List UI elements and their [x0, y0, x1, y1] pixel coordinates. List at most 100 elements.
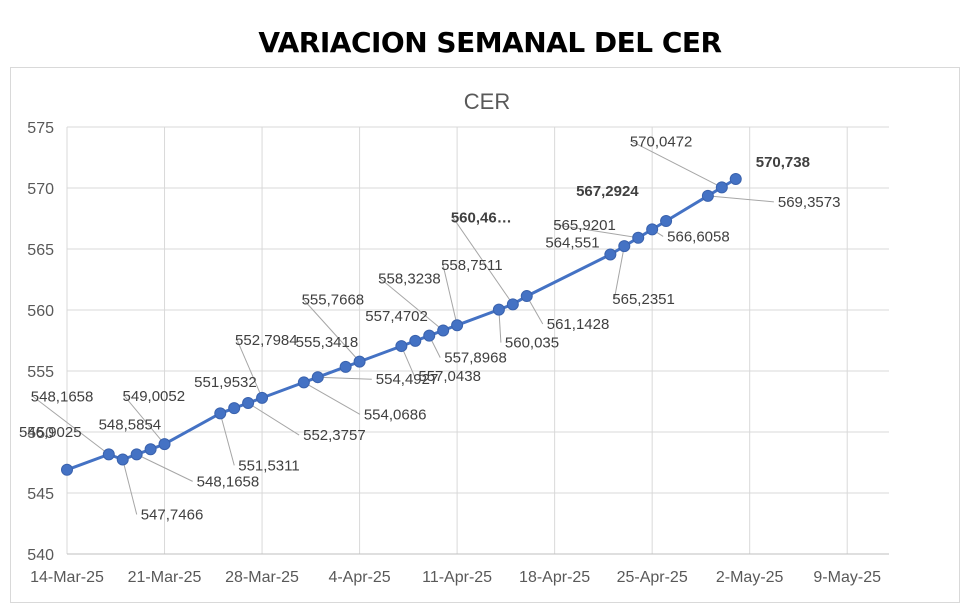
leader-line [303, 299, 360, 362]
data-label: 558,3238 [378, 270, 441, 287]
data-label: 569,3573 [778, 194, 841, 211]
data-label: 565,2351 [612, 291, 675, 308]
data-point [228, 402, 241, 415]
leader-line [631, 140, 723, 188]
leader-line [707, 195, 774, 203]
leader-line [122, 459, 138, 515]
data-label: 547,7466 [141, 506, 204, 523]
data-label: 566,6058 [667, 228, 730, 245]
x-tick-label: 2-May-25 [716, 569, 784, 586]
leader-line [303, 381, 361, 415]
data-point [520, 290, 533, 303]
series-cer [61, 172, 742, 476]
data-label: 552,7984 [235, 332, 298, 349]
data-label: 548,1658 [31, 388, 94, 405]
data-point [395, 340, 408, 353]
x-tick-label: 9-May-25 [813, 569, 881, 586]
data-label: 557,0438 [418, 368, 481, 385]
data-label: 570,0472 [630, 133, 693, 150]
data-label: 554,4927 [376, 371, 439, 388]
data-label: 557,4702 [365, 308, 428, 325]
data-point [423, 329, 436, 342]
data-point [311, 371, 324, 384]
y-tick-label: 545 [27, 486, 54, 503]
data-label: 546,9025 [19, 424, 82, 441]
data-point [604, 248, 617, 261]
chart-title: CER [464, 89, 510, 114]
line-chart: CER 540 545 550 555 560 565 570 575 14-Mar-25 21-… [19, 89, 889, 586]
y-tick-label: 540 [27, 547, 54, 564]
grid-lines [66, 126, 889, 555]
y-tick-label: 565 [27, 242, 54, 259]
leader-line [247, 402, 300, 436]
data-point [214, 407, 227, 420]
data-point [646, 223, 659, 236]
leader-line [317, 376, 372, 380]
data-label: 560,46… [451, 209, 512, 226]
data-label: 564,551 [545, 234, 599, 251]
data-point [409, 334, 422, 347]
data-point [158, 438, 171, 451]
data-label: 555,7668 [302, 292, 365, 309]
data-point [130, 448, 143, 461]
data-label: 555,3418 [296, 334, 359, 351]
leader-line [32, 395, 110, 455]
y-tick-label: 570 [27, 181, 54, 198]
data-point [729, 172, 742, 185]
data-point [116, 453, 129, 466]
axes: 540 545 550 555 560 565 570 575 14-Mar-25 21-Mar-… [27, 120, 889, 586]
x-tick-label: 21-Mar-25 [128, 569, 202, 586]
x-tick-label: 18-Apr-25 [519, 569, 590, 586]
data-point [632, 231, 645, 244]
chart-frame: CER 540 545 550 555 560 565 570 575 14-Mar-25 21-… [10, 67, 960, 603]
leader-line [452, 217, 514, 305]
data-label: 565,9201 [553, 217, 616, 234]
page-title: VARIACION SEMANAL DEL CER [258, 26, 722, 59]
leader-line [124, 395, 165, 445]
leader-line [236, 339, 263, 399]
data-label: 560,035 [505, 335, 559, 352]
leader-line [219, 413, 235, 466]
data-labels: 546,9025 548,1658 547,7466 548,1658 548,5854… [19, 133, 840, 523]
data-label: 570,738 [756, 154, 810, 171]
data-point [506, 298, 519, 311]
data-point [437, 324, 450, 337]
leader-line [379, 278, 444, 331]
data-point [242, 397, 255, 410]
data-point [701, 189, 714, 202]
data-point [102, 448, 115, 461]
data-label: 567,2924 [576, 183, 639, 200]
leader-line [555, 224, 639, 239]
data-label: 549,0052 [123, 388, 186, 405]
data-point [451, 319, 464, 332]
y-tick-label: 575 [27, 120, 54, 137]
x-tick-label: 11-Apr-25 [422, 569, 492, 586]
x-tick-label: 28-Mar-25 [225, 569, 299, 586]
data-label: 548,5854 [99, 416, 162, 433]
data-point [61, 463, 73, 476]
x-tick-label: 25-Apr-25 [617, 569, 688, 586]
data-label: 558,7511 [441, 257, 502, 274]
y-tick-label: 555 [27, 364, 54, 381]
x-tick-label: 4-Apr-25 [328, 569, 390, 586]
data-point [715, 181, 728, 194]
data-label: 552,3757 [303, 427, 366, 444]
y-tick-label: 560 [27, 303, 54, 320]
x-tick-label: 14-Mar-25 [30, 569, 104, 586]
data-label: 551,5311 [238, 457, 299, 474]
data-point [660, 215, 673, 228]
leader-line [613, 246, 625, 300]
data-point [297, 376, 310, 389]
leader-line [442, 265, 458, 326]
data-point [492, 303, 505, 316]
data-label: 557,8968 [444, 350, 507, 367]
data-label: 561,1428 [547, 316, 610, 333]
data-label: 554,0686 [364, 406, 427, 423]
data-point [353, 355, 366, 368]
data-label: 551,9532 [194, 374, 257, 391]
data-point [339, 360, 352, 373]
data-point [256, 391, 269, 404]
leader-lines [32, 140, 774, 515]
data-label: 548,1658 [197, 473, 260, 490]
data-point [618, 240, 631, 253]
